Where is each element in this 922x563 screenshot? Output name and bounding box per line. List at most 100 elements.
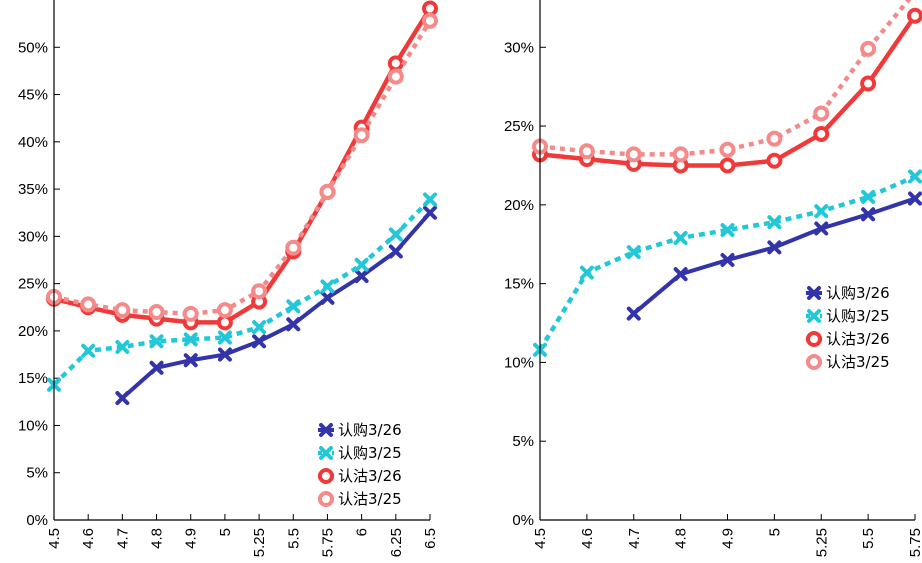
series-group xyxy=(532,0,922,357)
legend-marker-put_326 xyxy=(318,468,334,484)
legend-marker-put_325 xyxy=(318,491,334,507)
series-point-call_326 xyxy=(149,360,164,375)
series-point-call_325 xyxy=(81,343,96,358)
series-point-put_326 xyxy=(907,7,922,24)
series-point-put_326 xyxy=(860,75,877,92)
series-point-put_326 xyxy=(216,314,233,331)
series-point-put_325 xyxy=(285,239,302,256)
series-point-put_325 xyxy=(114,302,131,319)
y-tick-label: 0% xyxy=(26,512,48,529)
x-tick-label: 5.75 xyxy=(319,528,336,557)
series-point-put_326 xyxy=(422,0,438,17)
x-tick-label: 4.8 xyxy=(149,528,166,549)
series-point-call_325 xyxy=(115,339,130,354)
series-point-call_325 xyxy=(286,299,301,314)
series-point-call_325 xyxy=(320,279,335,294)
y-tick-label: 25% xyxy=(504,118,534,135)
series-point-call_325 xyxy=(861,189,876,204)
y-tick-label: 40% xyxy=(18,134,48,151)
legend: 认购3/26 认购3/25 认沽3/26 认沽3/25 xyxy=(314,418,426,512)
x-tick-label: 4.9 xyxy=(183,528,200,549)
series-point-call_326 xyxy=(814,221,829,236)
x-tick-label: 4.5 xyxy=(46,528,63,549)
x-tick-label: 5.25 xyxy=(813,528,830,557)
y-tick-label: 15% xyxy=(18,370,48,387)
series-point-call_325 xyxy=(720,223,735,238)
series-point-call_326 xyxy=(320,290,335,305)
x-tick-label: 5.75 xyxy=(907,528,922,557)
series-point-call_326 xyxy=(908,191,922,206)
series-point-call_325 xyxy=(388,227,403,242)
x-tick-label: 5 xyxy=(217,528,234,536)
series-point-call_326 xyxy=(115,391,130,406)
legend-marker-put_325 xyxy=(806,354,822,370)
y-tick-label: 0% xyxy=(512,512,534,529)
series-point-call_326 xyxy=(252,334,267,349)
legend-label: 认购3/25 xyxy=(338,444,402,462)
x-tick-label: 4.6 xyxy=(579,528,596,549)
series-point-call_325 xyxy=(252,320,267,335)
x-tick-label: 5.25 xyxy=(251,528,268,557)
series-point-put_326 xyxy=(719,157,736,174)
y-tick-label: 45% xyxy=(18,87,48,104)
series-point-put_326 xyxy=(766,152,783,169)
legend-label: 认沽3/25 xyxy=(826,353,890,371)
x-tick-label: 4.7 xyxy=(626,528,643,549)
y-tick-label: 30% xyxy=(18,228,48,245)
series-point-call_326 xyxy=(286,317,301,332)
series-point-call_325 xyxy=(183,332,198,347)
series-point-put_325 xyxy=(148,304,165,320)
series-point-put_325 xyxy=(182,305,199,322)
series-line-call_325 xyxy=(538,174,916,351)
series-point-call_326 xyxy=(767,240,782,255)
chart-panel-2: 0% 5% 10% 15% 20% 25% 30% 4.5 4.6 4.7 4.8 4.9 5 5.25 5… xyxy=(504,0,922,557)
x-tick-label: 6.25 xyxy=(388,528,405,557)
series-point-put_325 xyxy=(80,296,97,313)
series-point-call_325 xyxy=(767,215,782,230)
series-point-put_325 xyxy=(387,68,404,85)
series-point-call_325 xyxy=(579,265,594,280)
x-tick-label: 5.5 xyxy=(285,528,302,549)
y-tick-label: 25% xyxy=(18,276,48,293)
series-point-put_325 xyxy=(251,283,268,300)
series-point-call_325 xyxy=(673,230,688,245)
y-tick-label: 50% xyxy=(18,39,48,56)
series-point-call_326 xyxy=(388,244,403,259)
y-tick-label: 5% xyxy=(26,465,48,482)
series-point-call_326 xyxy=(217,347,232,362)
series-point-call_325 xyxy=(423,192,437,207)
series-point-call_326 xyxy=(423,205,437,220)
x-tick-label: 5 xyxy=(766,528,783,536)
series-point-put_325 xyxy=(860,40,877,57)
series-point-put_325 xyxy=(719,141,736,158)
legend-marker-call_326 xyxy=(319,423,333,437)
y-tick-label: 35% xyxy=(18,181,48,198)
y-tick-label: 10% xyxy=(18,417,48,434)
series-point-put_325 xyxy=(813,105,830,122)
series-point-put_325 xyxy=(422,12,438,29)
series-point-put_325 xyxy=(766,130,783,147)
y-tick-label: 5% xyxy=(512,433,534,450)
series-point-call_325 xyxy=(217,330,232,345)
series-point-call_325 xyxy=(814,204,829,219)
legend: 认购3/26 认购3/25 认沽3/26 认沽3/25 xyxy=(802,281,914,375)
legend-marker-call_325 xyxy=(807,309,821,323)
series-point-call_325 xyxy=(354,257,369,272)
legend-label: 认购3/25 xyxy=(826,307,890,325)
legend-label: 认沽3/26 xyxy=(826,330,890,348)
series-group xyxy=(46,0,438,406)
legend-label: 认购3/26 xyxy=(338,421,402,439)
series-point-call_325 xyxy=(149,334,164,349)
series-line-call_325 xyxy=(52,197,432,387)
series-line-put_326 xyxy=(53,7,432,325)
y-tick-label: 20% xyxy=(504,197,534,214)
legend-marker-call_326 xyxy=(807,286,821,300)
series-point-put_325 xyxy=(578,143,595,160)
series-point-put_325 xyxy=(319,183,336,200)
series-point-call_325 xyxy=(626,245,641,260)
series-point-put_325 xyxy=(672,146,689,163)
series-point-call_326 xyxy=(626,306,641,321)
x-tick-label: 4.8 xyxy=(673,528,690,549)
y-tick-label: 15% xyxy=(504,276,534,293)
legend-label: 认沽3/25 xyxy=(338,490,402,508)
